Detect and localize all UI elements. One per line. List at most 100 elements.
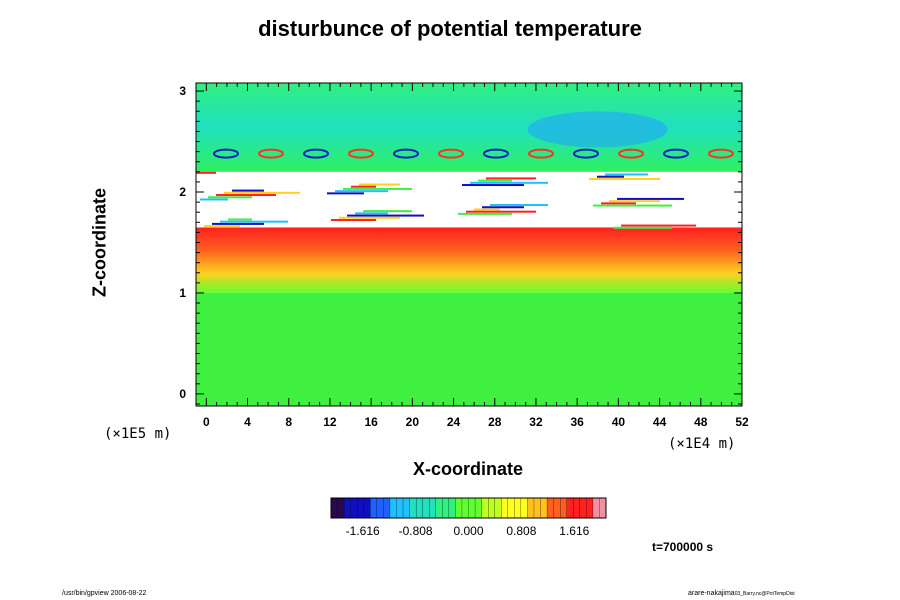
y-tick-label: 0 <box>179 387 186 401</box>
colorbar-cell <box>429 497 437 519</box>
colorbar-cell <box>501 497 509 519</box>
colorbar-cell <box>487 497 496 519</box>
field-eddy <box>528 148 554 159</box>
region-warm-layer <box>196 227 742 293</box>
field-streak <box>220 220 288 223</box>
colorbar-cell <box>383 497 391 519</box>
colorbar-cell <box>514 497 522 519</box>
field-streak <box>339 216 400 219</box>
colorbar-cell <box>560 497 568 519</box>
colorbar-cell <box>435 497 443 519</box>
x-tick-label: 52 <box>735 415 749 429</box>
x-tick-label: 16 <box>364 415 378 429</box>
colorbar-cell <box>546 497 555 519</box>
region-neutral <box>196 292 742 406</box>
field-streak <box>593 204 672 207</box>
field-streak <box>335 190 388 193</box>
colorbar-cell <box>494 497 502 519</box>
field-streak <box>482 206 524 209</box>
field-streak <box>228 218 252 221</box>
x-tick-label: 8 <box>285 415 292 429</box>
colorbar-cell <box>573 497 581 519</box>
colorbar-cell <box>455 497 463 519</box>
colorbar-tick-label: -1.616 <box>346 524 380 538</box>
colorbar-cell <box>357 497 365 519</box>
colorbar-cell <box>468 497 476 519</box>
colorbar-cell <box>461 497 469 519</box>
colorbar-cell <box>520 497 528 519</box>
colorbar-cell <box>376 497 384 519</box>
field-eddy <box>618 148 644 159</box>
field-streak <box>589 177 660 180</box>
field-eddy <box>708 148 734 159</box>
y-unit-label: (×1E5 m) <box>104 426 172 442</box>
field-streak <box>208 196 252 199</box>
colorbar-cell <box>442 497 450 519</box>
colorbar-frame <box>330 497 607 519</box>
field-streak <box>196 171 216 174</box>
field-eddy <box>438 148 464 159</box>
field-streak <box>204 225 240 228</box>
field-eddy <box>663 148 689 159</box>
x-tick-label: 24 <box>447 415 461 429</box>
x-axis-label: X-coordinate <box>412 459 523 479</box>
colorbar-cell <box>540 497 548 519</box>
x-tick-label: 32 <box>529 415 543 429</box>
plot-frame <box>195 82 743 407</box>
x-tick-label: 36 <box>570 415 584 429</box>
colorbar-cell <box>350 497 358 519</box>
field-streak <box>617 197 684 200</box>
field-eddy <box>258 148 284 159</box>
colorbar: -1.616 -0.808 0.000 0.808 1.616 <box>330 497 607 538</box>
colorbar-cell <box>422 497 430 519</box>
time-label: t=700000 s <box>652 540 714 554</box>
field-streak <box>486 177 536 180</box>
field-streak <box>343 187 412 190</box>
x-tick-label: 4 <box>244 415 251 429</box>
x-tick-label: 48 <box>694 415 708 429</box>
footer-file: 03_Barry.nc@PotTempDist <box>734 591 795 597</box>
field-streak <box>200 198 228 201</box>
field-eddy <box>303 148 329 159</box>
colorbar-tick-label: -0.808 <box>399 524 433 538</box>
field-streak <box>359 183 400 186</box>
colorbar-cell <box>579 497 587 519</box>
footer-command: /usr/bin/gpview 2006-08-22 <box>62 590 147 597</box>
field-streak <box>224 191 300 194</box>
y-tick-label: 1 <box>179 286 186 300</box>
field-streak <box>597 175 624 178</box>
colorbar-tick-label: 0.808 <box>506 524 536 538</box>
y-tick-label: 2 <box>179 185 186 199</box>
field-streak <box>470 181 548 184</box>
colorbar-cell <box>337 497 345 519</box>
field-streak <box>613 226 672 229</box>
field-cool-patch <box>527 111 668 148</box>
heatmap-field <box>196 83 742 406</box>
x-tick-label: 20 <box>406 415 420 429</box>
colorbar-cell <box>599 497 607 519</box>
field-streak <box>458 212 512 215</box>
field-streak <box>347 214 424 217</box>
colorbar-cell <box>527 497 535 519</box>
field-streak <box>331 219 376 222</box>
x-unit-label: (×1E4 m) <box>668 436 736 452</box>
colorbar-cell <box>343 497 352 519</box>
field-streak <box>327 192 364 195</box>
x-tick-label: 28 <box>488 415 502 429</box>
colorbar-cell <box>566 497 574 519</box>
field-eddy <box>213 148 239 159</box>
colorbar-cell <box>370 497 378 519</box>
field-eddy <box>393 148 419 159</box>
colorbar-cell <box>592 497 600 519</box>
x-tick-label: 0 <box>203 415 210 429</box>
colorbar-cell <box>507 497 515 519</box>
field-streak <box>351 185 376 188</box>
field-streak <box>601 202 636 205</box>
field-eddy <box>348 148 374 159</box>
field-streak <box>466 210 536 213</box>
field-streak <box>474 208 500 211</box>
plot-axes <box>195 82 743 407</box>
colorbar-cell <box>474 497 483 519</box>
colorbar-cell <box>409 497 417 519</box>
